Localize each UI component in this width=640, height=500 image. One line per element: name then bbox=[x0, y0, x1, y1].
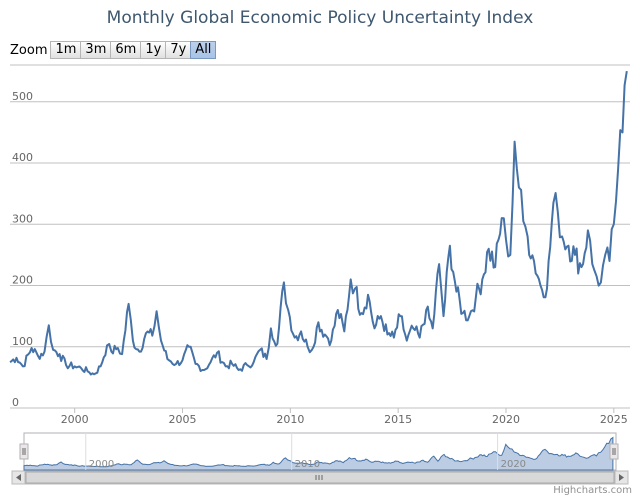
y-tick-label: 300 bbox=[12, 212, 33, 225]
range-selector: Zoom 1m 3m 6m 1y 7y All bbox=[10, 40, 217, 60]
x-tick-label: 2010 bbox=[276, 413, 304, 426]
x-tick-label: 2005 bbox=[169, 413, 197, 426]
y-tick-label: 500 bbox=[12, 90, 33, 103]
grid-layer bbox=[10, 64, 630, 348]
navigator-handle-left[interactable] bbox=[19, 443, 29, 460]
scroll-right-arrow-icon bbox=[619, 474, 624, 481]
navigator-tick-label: 2000 bbox=[89, 459, 114, 470]
zoom-button-1y[interactable]: 1y bbox=[140, 41, 167, 59]
y-tick-label: 200 bbox=[12, 274, 33, 287]
navigator-tick-label: 2010 bbox=[295, 459, 320, 470]
y-tick-label: 0 bbox=[12, 396, 19, 409]
zoom-button-7y[interactable]: 7y bbox=[165, 41, 192, 59]
scrollbar-thumb[interactable] bbox=[25, 471, 615, 484]
series-line-global-epu bbox=[9, 70, 628, 376]
navigator-handle-right[interactable] bbox=[609, 443, 619, 460]
y-tick-label: 100 bbox=[12, 335, 33, 348]
navigator-tick-label: 2020 bbox=[501, 459, 526, 470]
x-tick-label: 2025 bbox=[600, 413, 628, 426]
axis-layer: 0 100 200 300 400 500 2000 2005 2010 2015 2020 2025 bbox=[10, 90, 630, 426]
chart-title: Monthly Global Economic Policy Uncertain… bbox=[106, 8, 534, 28]
series-layer bbox=[9, 70, 628, 376]
x-tick-label: 2020 bbox=[492, 413, 520, 426]
x-tick-label: 2000 bbox=[61, 413, 89, 426]
scroll-left-arrow-icon bbox=[16, 474, 21, 481]
navigator[interactable]: 2000 2010 2020 bbox=[11, 432, 629, 485]
navigator-series-area bbox=[23, 436, 614, 471]
x-tick-label: 2015 bbox=[384, 413, 412, 426]
zoom-button-all[interactable]: All bbox=[190, 41, 217, 59]
zoom-label: Zoom bbox=[10, 42, 48, 58]
y-tick-label: 400 bbox=[12, 151, 33, 164]
credits-link[interactable]: Highcharts.com bbox=[553, 485, 632, 496]
